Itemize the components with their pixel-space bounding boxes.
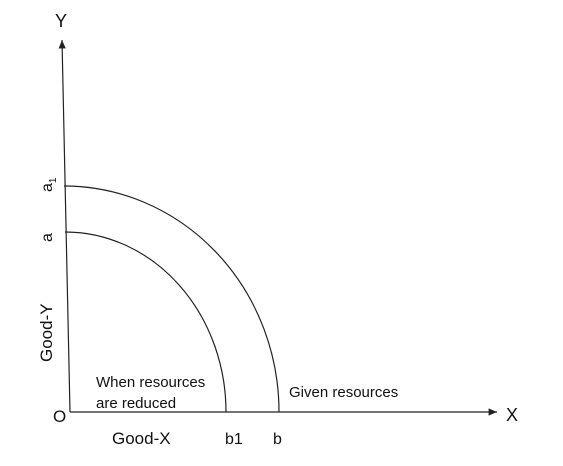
subscript: 1 bbox=[48, 177, 59, 183]
label: a bbox=[39, 183, 56, 192]
origin: O bbox=[53, 407, 66, 426]
annotation-line: When resources bbox=[96, 374, 205, 391]
y-letter: Y bbox=[55, 11, 67, 31]
y-axis bbox=[58, 39, 71, 413]
inner-curve bbox=[64, 231, 227, 413]
y-title: Good-Y bbox=[37, 303, 56, 362]
outer-curve bbox=[63, 185, 280, 413]
x-point-b1: b1 bbox=[225, 431, 243, 448]
annotation-line: are reduced bbox=[96, 395, 176, 412]
y-point-a: a bbox=[39, 233, 56, 242]
annotation: Given resources bbox=[289, 384, 398, 401]
x-point-b: b bbox=[273, 431, 282, 448]
x-letter: X bbox=[506, 405, 518, 425]
x-title: Good-X bbox=[112, 429, 171, 448]
y-point-a1: a1 bbox=[39, 177, 59, 192]
